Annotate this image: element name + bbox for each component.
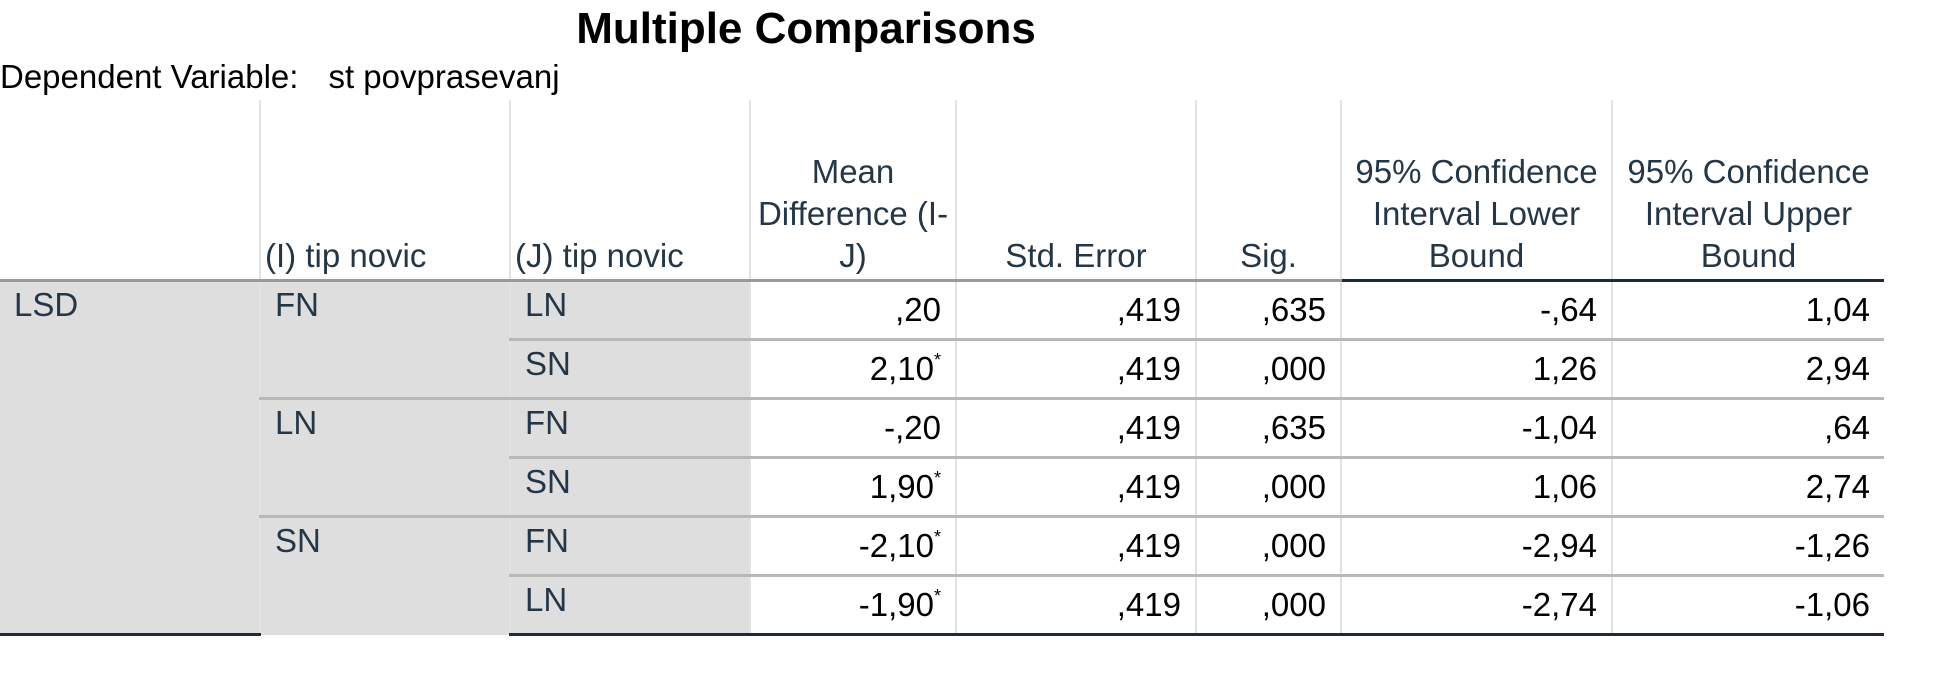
column-header: Std. Error — [955, 100, 1196, 282]
upper-bound-cell: 2,94 — [1611, 338, 1884, 399]
j-cell: SN — [509, 456, 750, 517]
mean-difference: -,20 — [884, 409, 941, 446]
lower-bound-cell: -2,94 — [1340, 515, 1612, 576]
title: Multiple Comparisons — [576, 4, 1036, 53]
lower-bound-cell: -1,04 — [1340, 397, 1612, 458]
std-error-cell: ,419 — [955, 456, 1196, 517]
table-row: LSD FN LN ,20,419,635 -,64 1,04 — [0, 279, 1884, 636]
mean-difference: 1,90 — [869, 468, 934, 505]
significance-flag: * — [933, 350, 941, 370]
significance-flag: * — [933, 586, 941, 606]
method-cell: LSD — [0, 279, 260, 636]
lower-bound-cell: 1,26 — [1340, 338, 1612, 399]
table-row: SN 2,10* ,419,000 1,26 2,94 — [0, 338, 1884, 399]
mean-difference-cell: 2,10* — [749, 338, 956, 399]
j-cell: FN — [509, 515, 750, 576]
lower-bound-cell: -2,74 — [1340, 574, 1612, 636]
std-error-cell: ,419 — [955, 515, 1196, 576]
upper-bound-cell: ,64 — [1611, 397, 1884, 458]
i-cell: LN — [259, 397, 510, 517]
mean-difference-cell: ,20 — [749, 279, 956, 340]
upper-bound-cell: -1,26 — [1611, 515, 1884, 576]
column-header: (J) tip novic — [509, 100, 750, 282]
table-row: SN FN -2,10* ,419,000 -2,94 -1,26 — [0, 515, 1884, 635]
sig-cell: ,000 — [1195, 338, 1341, 399]
significance-flag: * — [933, 468, 941, 488]
upper-bound-cell: 2,74 — [1611, 456, 1884, 517]
sig-cell: ,000 — [1195, 515, 1341, 576]
mean-difference-cell: -,20 — [749, 397, 956, 458]
column-header: Mean Difference (I-J) — [749, 100, 956, 282]
mean-difference-cell: 1,90* — [749, 456, 956, 517]
sig-cell: ,000 — [1195, 456, 1341, 517]
std-error-cell: ,419 — [955, 279, 1196, 340]
sig-cell: ,635 — [1195, 397, 1341, 458]
column-header: (I) tip novic — [259, 100, 510, 282]
mean-difference: 2,10 — [869, 350, 934, 387]
upper-bound-cell: -1,06 — [1611, 574, 1884, 636]
mean-difference-cell: -2,10* — [749, 515, 956, 576]
comparisons-table: (I) tip novic (J) tip novic Mean Differenc… — [0, 100, 1884, 636]
upper-bound-cell: 1,04 — [1611, 279, 1884, 340]
mean-difference: -1,90 — [858, 586, 934, 623]
mean-difference-cell: -1,90* — [749, 574, 956, 636]
dependent-variable: Dependent Variable: st povprasevanj — [0, 58, 560, 96]
table-row: LN -1,90* ,419,000 -2,74 -1,06 — [0, 574, 1884, 636]
column-header: 95% Confidence Interval Lower Bound — [1340, 100, 1612, 282]
column-header: 95% Confidence Interval Upper Bound — [1611, 100, 1884, 282]
significance-flag: * — [933, 527, 941, 547]
i-cell: SN — [259, 515, 510, 635]
std-error-cell: ,419 — [955, 574, 1196, 636]
header-cell — [0, 100, 260, 282]
j-cell: SN — [509, 338, 750, 399]
sig-cell: ,000 — [1195, 574, 1341, 636]
j-cell: FN — [509, 397, 750, 458]
dependent-variable-value: st povprasevanj — [328, 58, 560, 95]
sig-cell: ,635 — [1195, 279, 1341, 340]
table-row: LN FN -,20 ,419,635 -1,04,64 — [0, 397, 1884, 517]
mean-difference: -2,10 — [858, 527, 934, 564]
std-error-cell: ,419 — [955, 397, 1196, 458]
lower-bound-cell: 1,06 — [1340, 456, 1612, 517]
mean-difference: ,20 — [895, 291, 941, 328]
column-header: Sig. — [1195, 100, 1341, 282]
dependent-variable-label: Dependent Variable: — [0, 58, 299, 95]
j-cell: LN — [509, 574, 750, 636]
std-error-cell: ,419 — [955, 338, 1196, 399]
table-row: SN 1,90* ,419,000 1,06 2,74 — [0, 456, 1884, 517]
lower-bound-cell: -,64 — [1340, 279, 1612, 340]
j-cell: LN — [509, 279, 750, 340]
i-cell: FN — [259, 279, 510, 399]
